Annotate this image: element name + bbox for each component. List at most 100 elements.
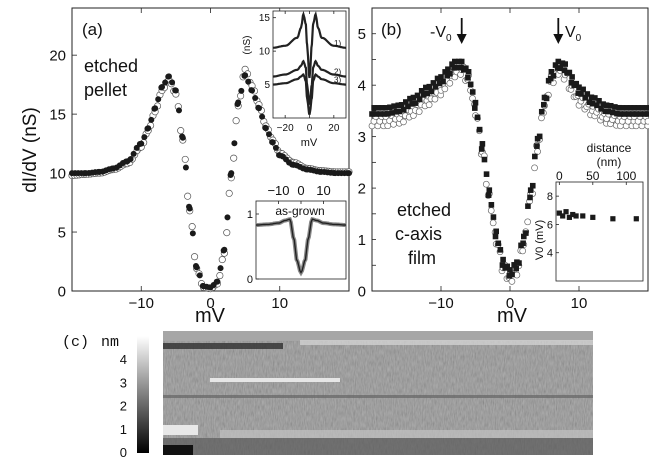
filled-square-point [504,263,511,270]
panel-b-arrows [456,18,564,44]
inset-a-bottom-series-line [255,218,347,274]
filled-circle-point [235,99,242,106]
inset-b-point [563,209,569,215]
filled-square-point [407,95,413,102]
open-circle-point [177,127,185,135]
filled-square-point [371,105,377,111]
topography-bright-spot [163,425,198,435]
colorbar [137,336,149,453]
inset-b-x-tick-label: 0 [556,169,563,183]
panel-b-annotation-line-1: etched [397,200,451,220]
topography-image [163,331,593,455]
inset-a-bottom-x-tick-label: 0 [297,183,304,198]
inset-a-top-y-label: (nS) [242,36,253,55]
filled-square-point [541,101,547,108]
panel-a-annotation-line-2: pellet [84,80,127,100]
filled-circle-point [186,205,193,212]
open-circle-point [425,101,433,109]
y-tick-label: 5 [264,80,270,91]
inset-b-title-line-1: distance [587,141,632,155]
filled-square-point [645,111,649,117]
filled-square-point [381,111,388,117]
open-circle-point [519,247,527,255]
filled-circle-point [138,140,145,147]
filled-square-point [409,101,415,107]
filled-square-point [479,141,486,147]
y-tick-label: 10 [49,165,66,182]
open-circle-point [223,229,231,237]
filled-circle-point [231,140,238,147]
y-tick-label: 2 [358,180,366,197]
inset-a-bottom: −10 0 10 0 1 as-grown [247,183,347,286]
x-tick-label: 0 [206,295,214,312]
x-tick-label: −10 [129,295,154,312]
inset-a-top-series-line [272,10,346,79]
filled-circle-point [175,107,182,114]
panel-a-y-axis: 0 5 10 15 20 [49,47,77,300]
filled-square-point [557,65,564,72]
panel-a-label: (a) [82,20,103,39]
filled-square-point [534,143,540,149]
inset-b-x-tick-label: 100 [616,169,636,183]
filled-square-point [474,114,481,121]
filled-square-point [393,109,399,115]
filled-square-point [452,58,458,65]
open-circle-point [225,189,233,197]
arrow-label-minus-v0: -V0 [430,24,452,44]
y-tick-label: 15 [259,13,271,24]
filled-circle-point [252,95,259,102]
y-tick-label: 5 [58,224,66,241]
open-circle-point [446,79,454,87]
panel-b-y-axis: 0 1 2 3 4 5 [358,26,376,300]
filled-square-point [405,103,411,110]
filled-circle-point [162,79,169,86]
filled-square-point [383,105,389,111]
inset-a-top-series-line [273,59,346,105]
filled-square-point [500,256,506,263]
filled-square-point [465,74,471,81]
filled-square-point [418,87,425,94]
filled-circle-point [155,96,162,103]
panel-c: (c) nm 0 1 2 3 4 [62,331,593,457]
filled-square-point [627,105,634,111]
filled-square-point [630,111,636,117]
filled-square-point [387,104,393,111]
inset-b-point [633,216,639,222]
filled-square-point [548,69,555,75]
topography-dark-streak-1 [163,343,283,349]
filled-circle-point [228,170,235,177]
filled-circle-point [145,125,152,132]
open-circle-point [415,108,423,116]
panel-b-annotation-line-2: c-axis [395,224,442,244]
filled-square-point [573,80,580,87]
filled-square-point [592,95,598,101]
inset-b-point [566,214,572,220]
filled-square-point [625,111,632,117]
filled-circle-point [255,105,262,112]
inset-a-bottom-data [255,216,347,277]
inset-b-point [610,216,616,222]
panel-b-x-label: mV [497,305,528,327]
filled-square-point [447,71,453,77]
filled-circle-point [152,105,159,112]
open-circle-point [181,155,189,163]
topography-bright-band [220,430,593,438]
filled-square-point [513,265,520,272]
inset-b-point [573,213,579,219]
x-tick-label: 20 [328,123,340,134]
y-tick-label: 3 [358,129,366,146]
inset-b-point [590,214,596,220]
filled-square-point [495,240,502,247]
filled-square-point [600,101,606,107]
filled-circle-point [224,214,231,221]
filled-square-point [607,102,614,109]
filled-square-point [472,105,478,111]
open-circle-point [489,219,497,227]
filled-square-point [617,111,624,117]
colorbar-ticks: 0 1 2 3 4 [120,352,127,457]
filled-square-point [509,271,515,278]
filled-square-point [403,99,409,105]
panel-b-data [368,58,649,285]
